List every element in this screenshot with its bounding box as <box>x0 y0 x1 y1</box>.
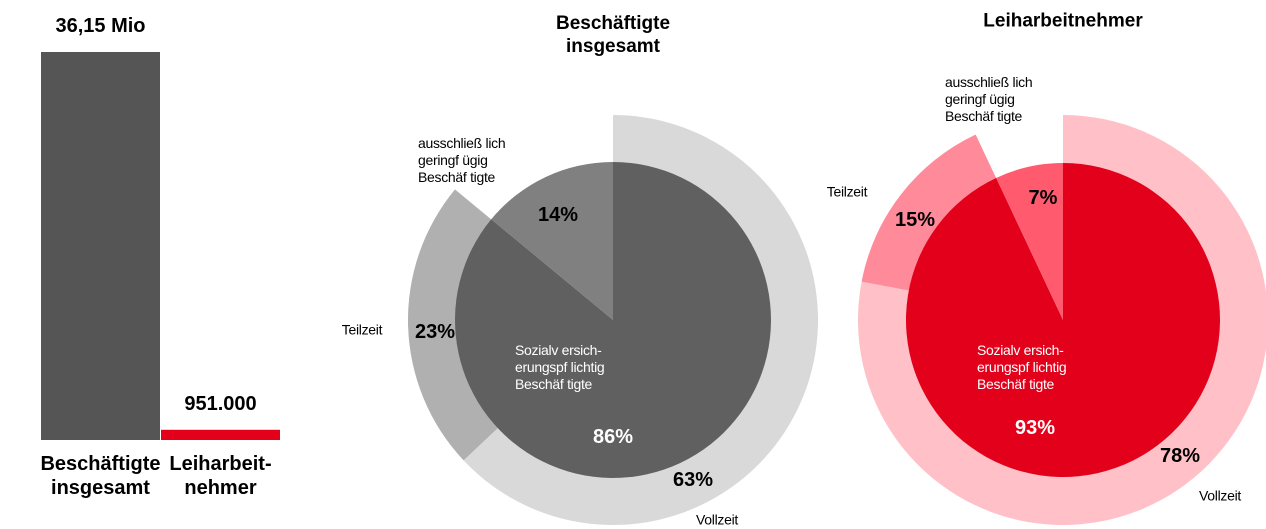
percent-label: 7% <box>1028 187 1058 209</box>
percent-label: 86% <box>592 426 634 448</box>
percent-label: 15% <box>894 209 936 231</box>
percent-label: 93% <box>1014 417 1056 439</box>
bar <box>41 52 160 440</box>
category-label: Leiharbeit- nehmer <box>169 453 272 499</box>
chart-title: Beschäftigte insgesamt <box>555 13 671 57</box>
segment-label: Sozialv ersich- erungspf lichtig Beschäf… <box>515 341 605 392</box>
category-label: Beschäftigte insgesamt <box>40 453 161 499</box>
inner-slice <box>996 163 1063 320</box>
segment-label: ausschließ lich geringf ügig Beschäf tig… <box>945 73 1033 124</box>
value-label: 951.000 <box>184 392 257 415</box>
percent-label: 63% <box>672 469 714 491</box>
segment-label: Vollzeit <box>696 511 738 528</box>
percent-label: 78% <box>1159 445 1201 467</box>
segment-label: Sozialv ersich- erungspf lichtig Beschäf… <box>977 341 1067 392</box>
inner-slice <box>491 162 613 320</box>
value-label: 36,15 Mio <box>55 15 146 37</box>
segment-label: Teilzeit <box>826 183 868 200</box>
segment-label: Vollzeit <box>1199 487 1241 504</box>
chart-title: Leiharbeitnehmer <box>983 10 1143 32</box>
bar <box>161 429 280 440</box>
segment-label: ausschließ lich geringf ügig Beschäf tig… <box>418 134 506 185</box>
segment-label: Teilzeit <box>341 321 383 338</box>
percent-label: 23% <box>414 321 456 343</box>
percent-label: 14% <box>537 204 579 226</box>
inner-slice <box>454 162 771 479</box>
